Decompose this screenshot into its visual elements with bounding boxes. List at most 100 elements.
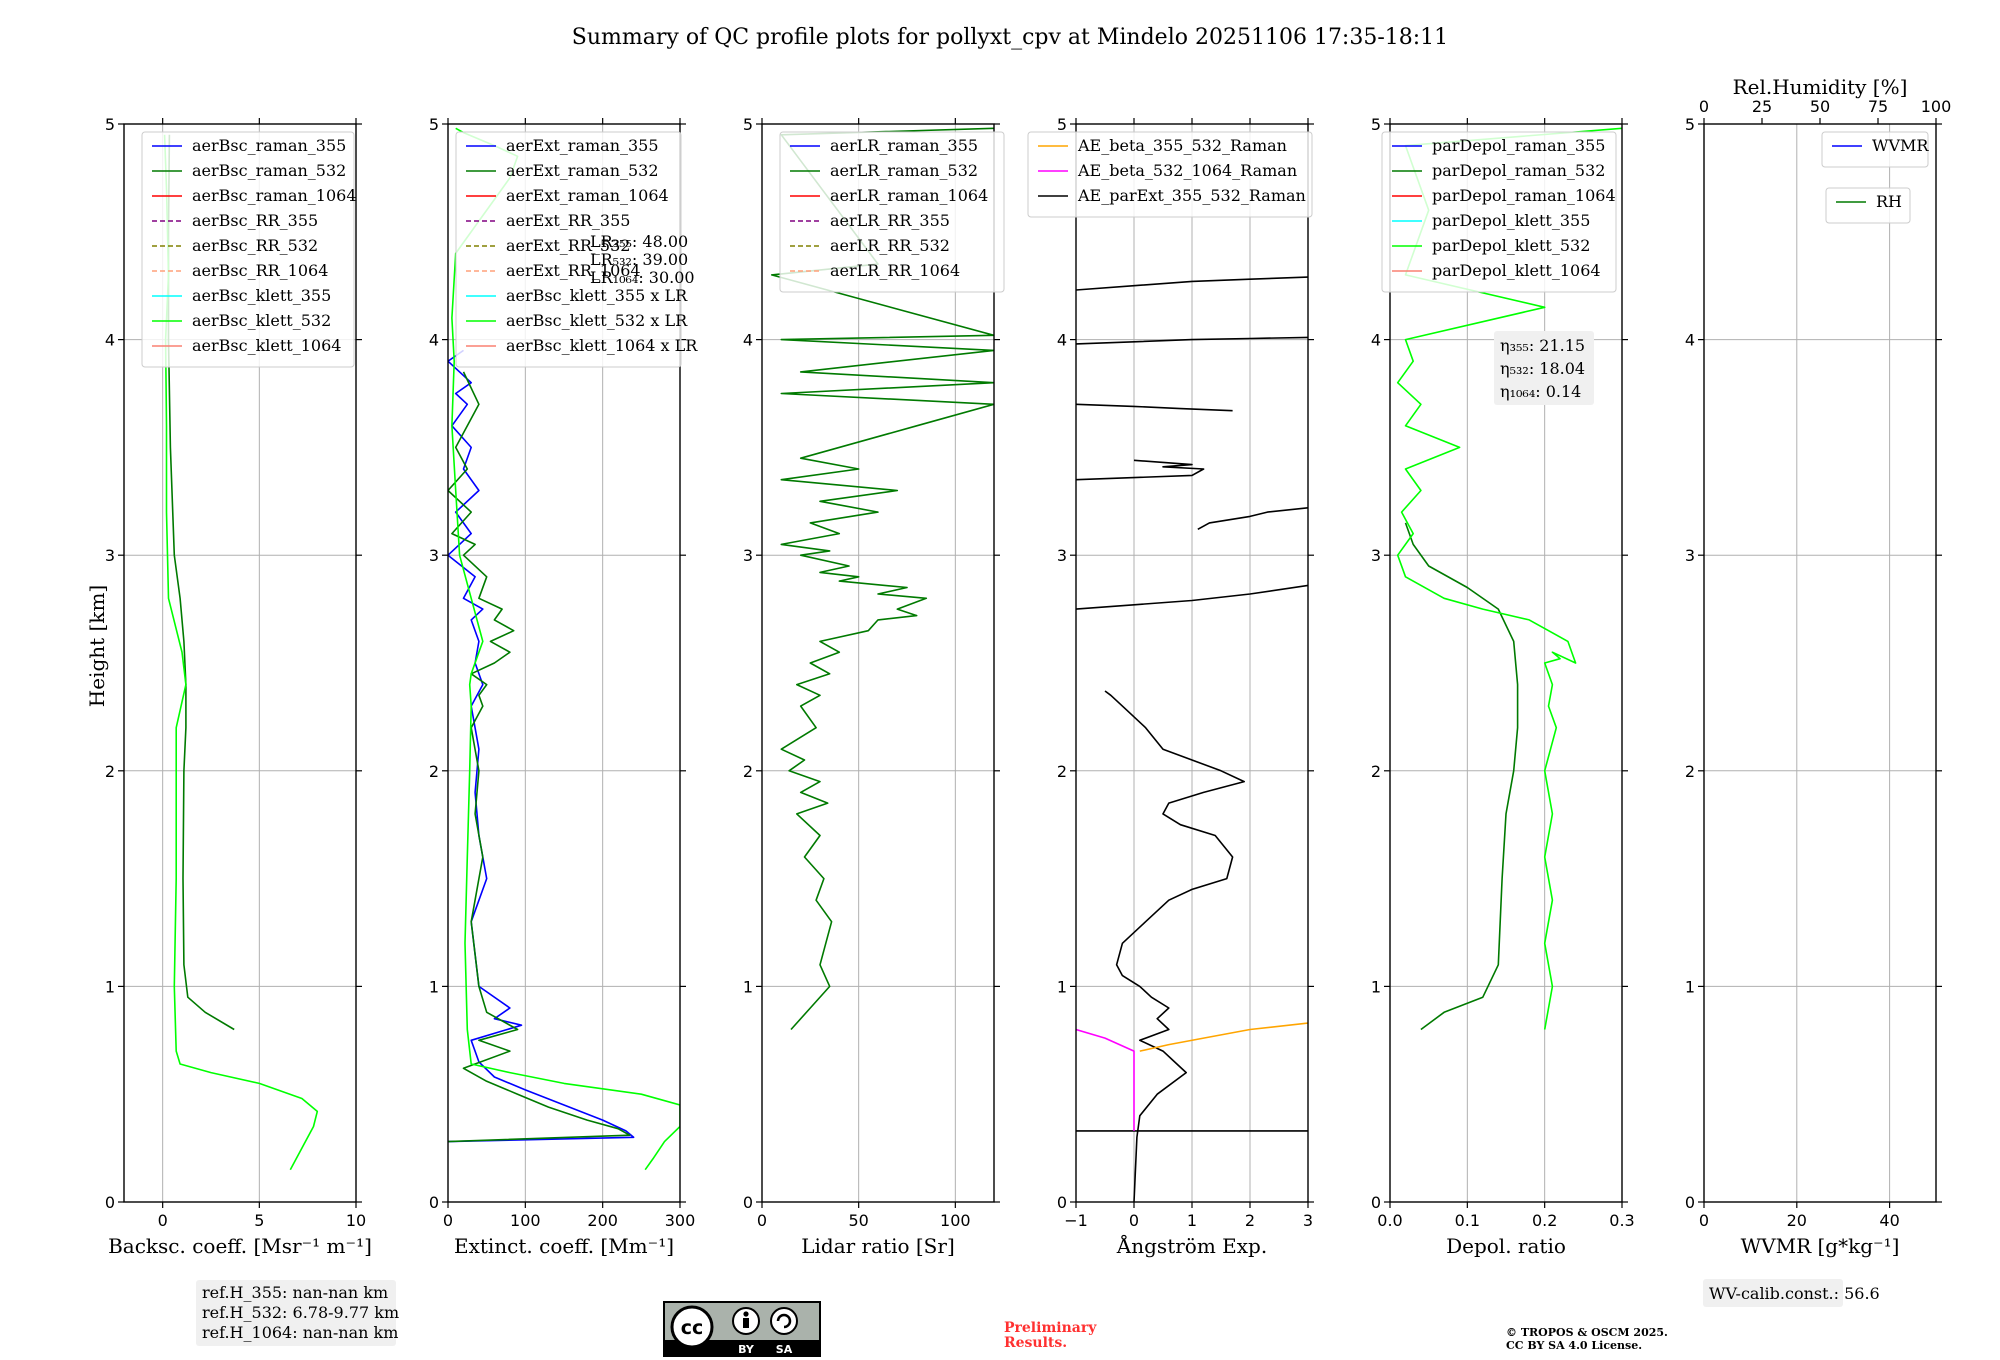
y-tick-label: 2 xyxy=(1371,762,1381,781)
y-tick-label: 0 xyxy=(1685,1193,1695,1212)
panel-lr: 0 50 100 0 1 2 3 4 5 Lidar ratio [Sr] aerLR_raman_… xyxy=(743,115,1005,1258)
legend-entry: parDepol_klett_532 xyxy=(1432,236,1590,255)
legend-entry: aerExt_raman_355 xyxy=(506,136,659,155)
legend-entry: AE_parExt_355_532_Raman xyxy=(1077,186,1306,205)
legend-entry: aerBsc_raman_355 xyxy=(192,136,346,155)
y-tick-label: 3 xyxy=(429,546,439,565)
cc-logo-text: cc xyxy=(681,1317,704,1339)
by-label: BY xyxy=(738,1343,755,1356)
y-tick-label: 3 xyxy=(1371,546,1381,565)
series-AE_parExt_355_532_Raman xyxy=(1076,459,1205,481)
y-tick-label: 4 xyxy=(743,331,753,350)
y-tick-label: 1 xyxy=(743,977,753,996)
y-tick-label: 2 xyxy=(743,762,753,781)
legend-entry: AE_beta_355_532_Raman xyxy=(1077,136,1287,155)
y-tick-label: 4 xyxy=(105,331,115,350)
y-tick-label: 3 xyxy=(1685,546,1695,565)
y-tick-label: 4 xyxy=(1685,331,1695,350)
legend-wvmr: WVMR xyxy=(1821,131,1929,168)
y-tick-label: 1 xyxy=(1371,977,1381,996)
y-axis-label: Height [km] xyxy=(85,585,109,707)
legend-entry: parDepol_raman_1064 xyxy=(1432,186,1616,205)
eta-annotation: η₁₀₆₄: 0.14 xyxy=(1500,382,1581,401)
y-tick-label: 4 xyxy=(429,331,439,350)
x-tick-label: 300 xyxy=(665,1211,696,1230)
axes-frame xyxy=(1703,123,1937,1203)
preliminary-label-2: Results. xyxy=(1004,1335,1067,1351)
series-aerBsc_klett_532 xyxy=(163,134,319,1171)
x-tick-label: 50 xyxy=(848,1211,868,1230)
y-tick-label: 4 xyxy=(1371,331,1381,350)
wv-calib-box: WV-calib.const.: 56.6 xyxy=(1703,1279,1880,1307)
top-x-tick-label: 25 xyxy=(1752,97,1772,116)
x-tick-label: 0.1 xyxy=(1455,1211,1480,1230)
legend-entry: aerLR_RR_1064 xyxy=(830,261,960,280)
y-tick-label: 5 xyxy=(1371,115,1381,134)
legend-entry: aerLR_raman_1064 xyxy=(830,186,988,205)
eta-annotation: η₃₅₅: 21.15 xyxy=(1500,336,1585,355)
y-tick-label: 3 xyxy=(105,546,115,565)
y-tick-label: 2 xyxy=(1685,762,1695,781)
series-group xyxy=(1396,127,1622,1031)
series-group xyxy=(1076,276,1308,1202)
legend-entry: parDepol_raman_355 xyxy=(1432,136,1605,155)
legend: aerBsc_raman_355 aerBsc_raman_532 aerBsc_r… xyxy=(141,131,357,368)
series-parDepol_raman_532 xyxy=(1404,522,1519,1031)
series-AE_parExt_355_532_Raman xyxy=(1076,403,1233,412)
legend-entry: aerExt_RR_532 xyxy=(506,236,630,255)
x-tick-label: 1 xyxy=(1187,1211,1197,1230)
y-tick-label: 1 xyxy=(1057,977,1067,996)
series-AE_parExt_355_532_Raman xyxy=(1076,584,1308,610)
eta-annotation-box: η₃₅₅: 21.15 η₅₃₂: 18.04 η₁₀₆₄: 0.14 xyxy=(1494,331,1594,405)
cc-license-badge[interactable]: cc BY SA xyxy=(663,1301,821,1357)
lr-annotation: LR₅₃₂: 39.00 xyxy=(590,250,688,269)
x-tick-label: 0.0 xyxy=(1377,1211,1402,1230)
legend-box xyxy=(141,131,355,368)
x-tick-label: 40 xyxy=(1879,1211,1899,1230)
panel-depol: 0.0 0.1 0.2 0.3 0 1 2 3 4 5 Depol. ratio parDepol_r… xyxy=(1371,115,1635,1258)
series-AE_parExt_355_532_Raman xyxy=(1104,690,1245,1202)
series-group xyxy=(163,134,319,1171)
axes-frame xyxy=(1389,123,1623,1203)
legend-entry: aerLR_RR_355 xyxy=(830,211,950,230)
series-group xyxy=(770,127,994,1031)
top-x-tick-label: 100 xyxy=(1921,97,1952,116)
legend-entry: aerBsc_klett_355 xyxy=(192,286,331,305)
legend-entry: aerBsc_klett_1064 xyxy=(192,336,341,355)
series-AE_parExt_355_532_Raman xyxy=(1076,276,1308,291)
legend-entry: aerBsc_klett_355 x LR xyxy=(506,286,688,305)
y-tick-label: 0 xyxy=(1371,1193,1381,1212)
y-tick-label: 5 xyxy=(1685,115,1695,134)
legend-entry: aerBsc_klett_1064 x LR xyxy=(506,336,698,355)
y-tick-label: 2 xyxy=(429,762,439,781)
share-alike-icon xyxy=(770,1307,798,1335)
ref-height-532: ref.H_532: 6.78-9.77 km xyxy=(202,1303,399,1322)
figure-title: Summary of QC profile plots for pollyxt_… xyxy=(572,25,1448,50)
legend-entry: AE_beta_532_1064_Raman xyxy=(1077,161,1297,180)
series-aerLR_raman_532 xyxy=(770,127,994,1031)
lr-annotation: LR₁₀₆₄: 30.00 xyxy=(590,268,695,287)
x-axis-label: WVMR [g*kg⁻¹] xyxy=(1741,1234,1900,1258)
legend-entry: aerBsc_RR_532 xyxy=(192,236,318,255)
series-AE_beta_355_532_Raman xyxy=(1139,1022,1308,1052)
legend-entry: aerBsc_klett_532 x LR xyxy=(506,311,688,330)
x-tick-label: 2 xyxy=(1245,1211,1255,1230)
wv-calib-constant: WV-calib.const.: 56.6 xyxy=(1709,1284,1880,1303)
x-tick-label: 0.3 xyxy=(1609,1211,1634,1230)
series-aerExt_raman_355 xyxy=(448,349,635,1143)
x-tick-label: −1 xyxy=(1064,1211,1088,1230)
legend-entry: RH xyxy=(1876,192,1902,211)
y-tick-label: 0 xyxy=(1057,1193,1067,1212)
y-tick-label: 0 xyxy=(429,1193,439,1212)
legend-entry: aerExt_RR_1064 xyxy=(506,261,641,280)
ref-heights-box: ref.H_355: nan-nan km ref.H_532: 6.78-9.… xyxy=(196,1280,399,1346)
y-tick-label: 4 xyxy=(1057,331,1067,350)
y-tick-label: 0 xyxy=(105,1193,115,1212)
series-AE_parExt_355_532_Raman xyxy=(1197,507,1308,531)
x-tick-label: 0 xyxy=(443,1211,453,1230)
x-tick-label: 100 xyxy=(940,1211,971,1230)
legend-entry: aerLR_RR_532 xyxy=(830,236,950,255)
x-axis-label: Backsc. coeff. [Msr⁻¹ m⁻¹] xyxy=(108,1234,372,1258)
legend-entry: aerBsc_raman_532 xyxy=(192,161,346,180)
